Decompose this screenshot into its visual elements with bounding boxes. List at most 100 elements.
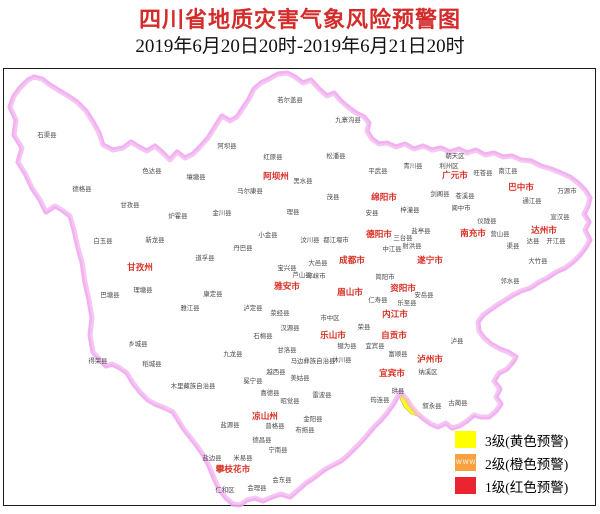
county-label: 市中区 [320, 313, 340, 322]
date-range: 2019年6月20日20时-2019年6月21日20时 [135, 36, 465, 57]
county-label: 壤塘县 [186, 172, 206, 181]
county-label: 富顺县 [388, 349, 408, 358]
county-label: 营山县 [490, 229, 510, 238]
county-label: 马尔康县 [237, 186, 263, 195]
county-label: 宝兴县 [277, 263, 297, 272]
page-title: 四川省地质灾害气象风险预警图 [138, 7, 461, 32]
county-label: 盐亭县 [411, 226, 431, 235]
county-label: 木里藏族自治县 [171, 381, 216, 390]
county-boundary-line [581, 73, 590, 489]
legend-label-red: 1级(红色预警) [485, 479, 569, 495]
county-label: 理县 [287, 208, 300, 216]
city-label: 达州市 [531, 224, 557, 235]
county-label: 德格县 [72, 184, 92, 193]
legend-swatch-orange: www [455, 454, 476, 471]
legend-swatch-yellow [455, 431, 476, 448]
county-label: 平武县 [368, 166, 388, 175]
city-label: 甘孜州 [127, 261, 153, 272]
county-label: 万源市 [557, 186, 577, 195]
county-label: 会理县 [247, 483, 267, 492]
county-label: 荥经县 [270, 308, 290, 317]
county-label: 芦山县 [292, 270, 312, 279]
county-label: 盐边县 [202, 453, 222, 462]
watermark-text: www [456, 457, 477, 466]
county-label: 小金县 [258, 230, 278, 239]
city-label: 乐山市 [320, 329, 346, 340]
county-label: 米易县 [233, 453, 253, 462]
county-label: 美姑县 [290, 373, 310, 382]
county-label: 邻水县 [500, 276, 520, 285]
county-label: 甘孜县 [120, 200, 140, 209]
county-label: 仁和区 [215, 485, 235, 494]
city-label: 成都市 [339, 254, 365, 265]
city-label: 宜宾市 [379, 367, 405, 378]
county-label: 黑水县 [293, 176, 313, 185]
county-label: 阿坝县 [217, 141, 237, 150]
county-label: 开江县 [546, 237, 566, 245]
county-label: 金川县 [212, 208, 232, 217]
county-label: 筠连县 [370, 395, 390, 404]
city-label: 资阳市 [390, 282, 416, 293]
county-label: 盐源县 [220, 420, 240, 429]
county-label: 白玉县 [93, 236, 113, 245]
county-label: 安县 [366, 208, 379, 217]
county-label: 达县 [527, 236, 540, 245]
legend-row-orange: www 2级(橙色预警) [455, 454, 569, 472]
county-label: 德昌县 [252, 435, 272, 444]
city-label: 凉山州 [252, 410, 278, 421]
county-label: 汶川县 [300, 235, 320, 244]
county-label: 阆中市 [451, 203, 471, 212]
county-label: 新龙县 [145, 235, 165, 244]
county-label: 乡城县 [128, 340, 148, 348]
county-label: 石渠县 [37, 130, 57, 139]
legend-row-red: 1级(红色预警) [455, 477, 569, 495]
county-label: 金阳县 [303, 414, 323, 423]
city-label: 遂宁市 [417, 254, 443, 265]
legend-label-orange: 2级(橙色预警) [485, 456, 569, 472]
county-label: 朝天区 [445, 152, 465, 160]
county-label: 仪陇县 [477, 216, 497, 225]
legend-row-yellow: 3级(黄色预警) [455, 431, 568, 449]
county-label: 仁寿县 [368, 295, 388, 304]
city-label: 德阳市 [366, 228, 392, 239]
county-label: 泸县 [451, 336, 464, 345]
county-label: 都江堰市 [323, 235, 349, 244]
county-label: 梓潼县 [400, 205, 420, 214]
county-label: 大竹县 [528, 256, 548, 265]
county-label: 南江县 [498, 166, 518, 175]
county-label: 普格县 [265, 421, 285, 430]
county-label: 简阳市 [375, 272, 395, 281]
county-label: 射洪县 [402, 241, 422, 250]
city-label: 雅安市 [273, 280, 300, 291]
county-label: 布拖县 [295, 425, 315, 434]
county-label: 旺苍县 [473, 168, 493, 177]
county-label: 珙县 [392, 387, 405, 395]
county-label: 道孚县 [195, 253, 215, 262]
city-label: 阿坝州 [263, 170, 289, 181]
city-label: 自贡市 [381, 329, 407, 340]
county-label: 邛崃市 [306, 271, 326, 280]
county-label: 宁南县 [268, 445, 288, 454]
county-label: 宜宾县 [365, 341, 385, 350]
county-label: 色达县 [142, 166, 162, 175]
county-label: 大邑县 [308, 258, 328, 267]
county-label: 丹巴县 [233, 244, 253, 252]
county-label: 喜德县 [260, 388, 280, 397]
county-label: 红原县 [263, 152, 283, 161]
county-label: 三台县 [393, 233, 413, 242]
city-label: 绵阳市 [371, 191, 397, 202]
county-label: 若尔盖县 [277, 95, 303, 104]
county-label: 犍为县 [337, 341, 357, 350]
county-label: 松潘县 [326, 151, 346, 160]
county-label: 雷波县 [312, 390, 332, 399]
county-label: 雅江县 [180, 304, 200, 312]
county-label: 纳溪区 [418, 367, 438, 376]
county-label: 荣县 [358, 322, 371, 331]
county-label: 汉源县 [280, 323, 300, 332]
county-label: 渠县 [507, 241, 520, 250]
county-label: 剑阁县 [430, 189, 450, 198]
county-label: 九龙县 [223, 349, 243, 358]
